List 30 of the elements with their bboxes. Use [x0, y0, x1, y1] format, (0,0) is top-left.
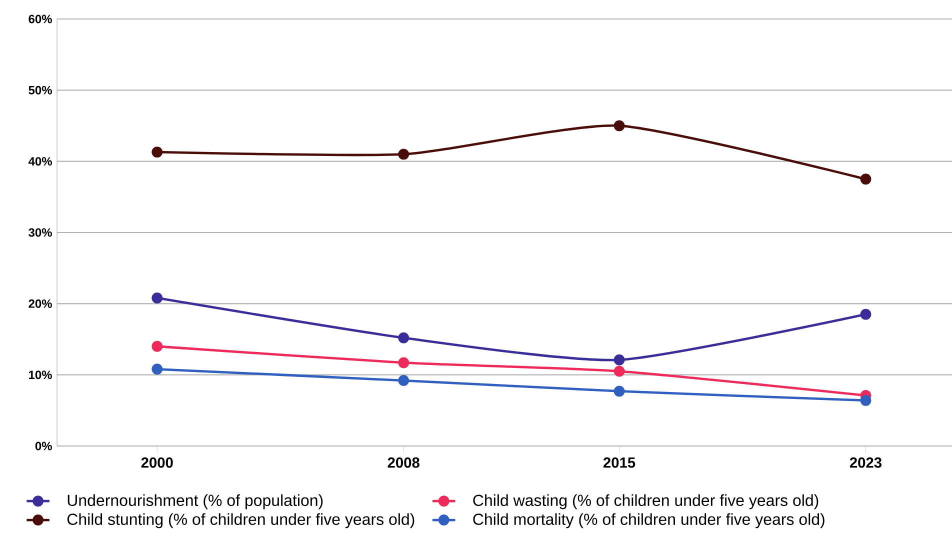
legend-label: Child mortality (% of children under five years old): [473, 513, 824, 528]
point: [614, 354, 625, 366]
x-tick-label: 2023: [850, 457, 882, 468]
point: [860, 394, 872, 406]
legend-label: Undernourishment (% of population): [68, 494, 323, 510]
y-tick-label: 40%: [28, 157, 52, 166]
point: [860, 174, 872, 185]
point: [614, 366, 625, 377]
legend-label: Child wasting (% of children under five years old): [473, 494, 818, 510]
y-tick-label: 0%: [35, 442, 52, 450]
y-tick-label: 50%: [28, 86, 52, 94]
point: [152, 146, 163, 158]
point: [152, 364, 163, 375]
point: [398, 375, 410, 386]
x-tick-label: 2000: [141, 457, 173, 468]
point: [152, 340, 163, 352]
x-tick-label: 2008: [388, 457, 420, 468]
point: [398, 357, 410, 368]
point: [860, 308, 872, 320]
y-tick-label: 30%: [28, 228, 52, 237]
legend-label: Child stunting (% of children under five years old): [67, 513, 414, 528]
point: [398, 332, 410, 344]
point: [398, 148, 410, 160]
point: [152, 292, 163, 304]
x-tick-label: 2015: [603, 457, 636, 468]
y-tick-label: 10%: [29, 370, 52, 380]
y-tick-label: 20%: [28, 299, 52, 308]
point: [614, 120, 625, 132]
y-tick-label: 60%: [28, 14, 52, 24]
point: [614, 386, 625, 397]
